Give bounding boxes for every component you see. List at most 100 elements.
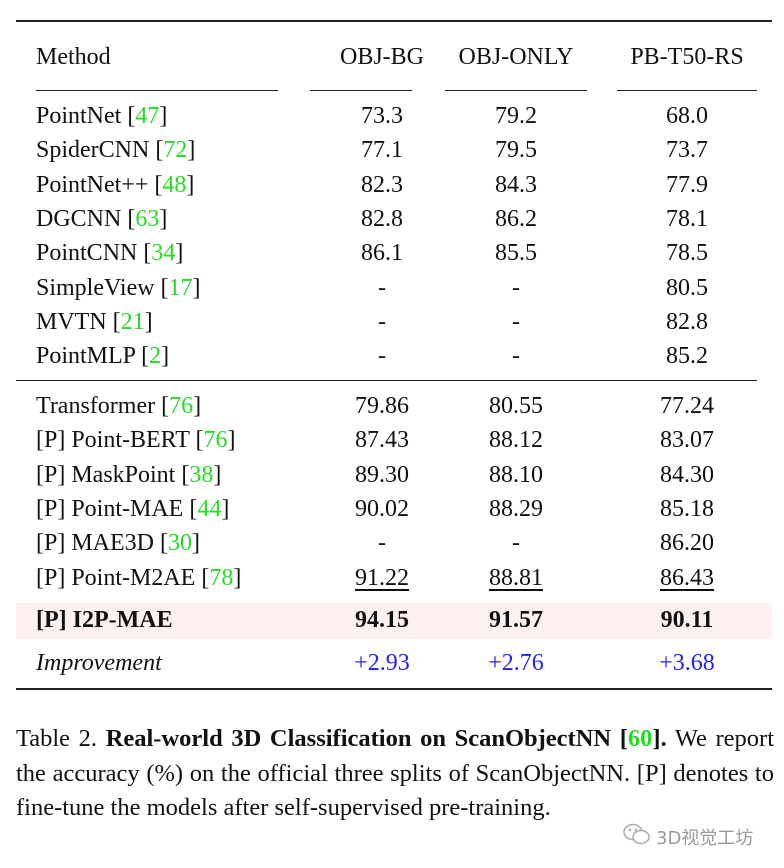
method-cell: [P] MaskPoint [38] (36, 461, 222, 488)
method-cell: [P] Point-BERT [76] (36, 427, 236, 454)
citation-link[interactable]: 76 (169, 393, 194, 419)
table-caption: Table 2. Real-world 3D Classification on… (16, 725, 775, 821)
citation-link[interactable]: 48 (162, 171, 187, 198)
method-cell: [P] Point-M2AE [78] (36, 564, 242, 591)
table-row: DGCNN [63] 82.8 86.2 78.1 (16, 202, 772, 236)
table-row: MVTN [21] - - 82.8 (16, 305, 772, 339)
citation-link[interactable]: 2 (149, 343, 162, 370)
caption-title: Real-world 3D Classification on ScanObje… (105, 725, 620, 752)
value-obj-only: 85.5 (446, 236, 586, 270)
citation-link[interactable]: 76 (203, 427, 228, 454)
method-cell: MVTN [21] (36, 308, 153, 335)
value-obj-bg: 82.3 (312, 168, 452, 202)
top-rule (16, 20, 772, 22)
citation-link[interactable]: 38 (189, 461, 214, 488)
citation-link[interactable]: 63 (135, 205, 160, 232)
value-text: - (512, 343, 520, 370)
table-row: PointMLP [2] - - 85.2 (16, 339, 772, 373)
table-row: Transformer [76] 79.86 80.55 77.24 (16, 389, 772, 423)
value-obj-bg: 73.3 (312, 99, 452, 133)
value-obj-only: 79.2 (446, 99, 586, 133)
value-obj-only: 91.57 (489, 607, 543, 633)
method-cell: PointMLP [2] (36, 343, 170, 370)
citation-link[interactable]: 30 (168, 530, 192, 557)
header-obj-only: OBJ-ONLY (458, 44, 574, 70)
value-text: 90.02 (355, 495, 409, 522)
value-pb-t50-rs: 82.8 (617, 305, 757, 339)
value-text: - (378, 308, 386, 335)
method-name: [P] Point-M2AE (36, 564, 196, 591)
value-obj-only: 88.10 (446, 458, 586, 492)
caption-body: We report the accuracy (%) on the offici… (16, 725, 775, 821)
value-pb-t50-rs: 73.7 (617, 133, 757, 167)
value-pb-t50-rs: 78.1 (617, 202, 757, 236)
value-obj-only: 86.2 (446, 202, 586, 236)
value-text: 91.22 (355, 564, 409, 591)
citation-link[interactable]: 21 (120, 308, 145, 335)
method-name: MVTN (36, 308, 107, 335)
value-obj-only: 79.5 (446, 133, 586, 167)
value-text: 88.10 (489, 461, 543, 488)
value-obj-bg: - (312, 526, 452, 560)
value-obj-bg: 94.15 (355, 607, 409, 633)
value-text: 85.2 (666, 343, 708, 370)
method-name: PointNet++ (36, 171, 149, 198)
method-cell: PointCNN [34] (36, 240, 184, 267)
citation-link[interactable]: 17 (168, 274, 193, 301)
value-text: - (378, 530, 386, 557)
table-row: PointNet [47] 73.3 79.2 68.0 (16, 99, 772, 133)
table-row: [P] MaskPoint [38] 89.30 88.10 84.30 (16, 458, 772, 492)
header-obj-bg: OBJ-BG (339, 44, 424, 70)
citation-link[interactable]: 47 (135, 103, 160, 129)
value-text: - (512, 274, 520, 301)
value-text: 82.3 (361, 171, 403, 198)
value-obj-only: - (446, 526, 586, 560)
citation-link[interactable]: 78 (209, 564, 234, 591)
value-obj-bg: +2.93 (354, 650, 410, 676)
value-obj-bg: - (312, 339, 452, 373)
citation-link[interactable]: 72 (163, 137, 188, 164)
value-text: 73.3 (361, 103, 403, 129)
method-cell: PointNet++ [48] (36, 171, 195, 198)
method-cell: [P] MAE3D [30] (36, 530, 200, 557)
value-obj-only: 84.3 (446, 168, 586, 202)
value-obj-only: - (446, 305, 586, 339)
value-pb-t50-rs: 86.20 (617, 526, 757, 560)
value-obj-only: 80.55 (446, 389, 586, 423)
value-obj-bg: 82.8 (312, 202, 452, 236)
value-obj-only: 88.29 (446, 492, 586, 526)
value-pb-t50-rs: 68.0 (617, 99, 757, 133)
value-pb-t50-rs: 80.5 (617, 271, 757, 305)
value-pb-t50-rs: 77.9 (617, 168, 757, 202)
improvement-row: Improvement +2.93 +2.76 +3.68 (16, 646, 772, 680)
value-text: 83.07 (660, 427, 714, 454)
value-obj-bg: 86.1 (312, 236, 452, 270)
value-obj-bg: 91.22 (312, 561, 452, 595)
value-text: 82.8 (666, 308, 708, 335)
header-underline (36, 90, 278, 91)
value-text: 88.12 (489, 427, 543, 454)
value-text: 84.3 (495, 171, 537, 198)
value-text: 84.30 (660, 461, 714, 488)
value-pb-t50-rs: 78.5 (617, 236, 757, 270)
caption-cite[interactable]: 60 (627, 725, 653, 752)
value-text: - (378, 343, 386, 370)
value-text: - (512, 530, 520, 557)
method-name: [P] Point-MAE (36, 495, 184, 522)
value-obj-only: 88.81 (446, 561, 586, 595)
watermark: 3D视觉工坊 (622, 822, 753, 851)
method-name: DGCNN (36, 205, 122, 232)
value-text: 79.5 (495, 137, 537, 164)
citation-link[interactable]: 44 (197, 495, 222, 522)
watermark-text: 3D视觉工坊 (656, 827, 754, 849)
value-text: 77.9 (666, 171, 708, 198)
value-text: 87.43 (355, 427, 409, 454)
method-name: [P] I2P-MAE (36, 607, 173, 633)
method-cell: SimpleView [17] (36, 274, 201, 301)
value-text: 80.55 (489, 393, 543, 419)
value-text: 73.7 (666, 137, 708, 164)
value-text: 79.2 (495, 103, 537, 129)
citation-link[interactable]: 34 (151, 240, 176, 267)
value-obj-bg: 90.02 (312, 492, 452, 526)
value-text: 86.2 (495, 205, 537, 232)
